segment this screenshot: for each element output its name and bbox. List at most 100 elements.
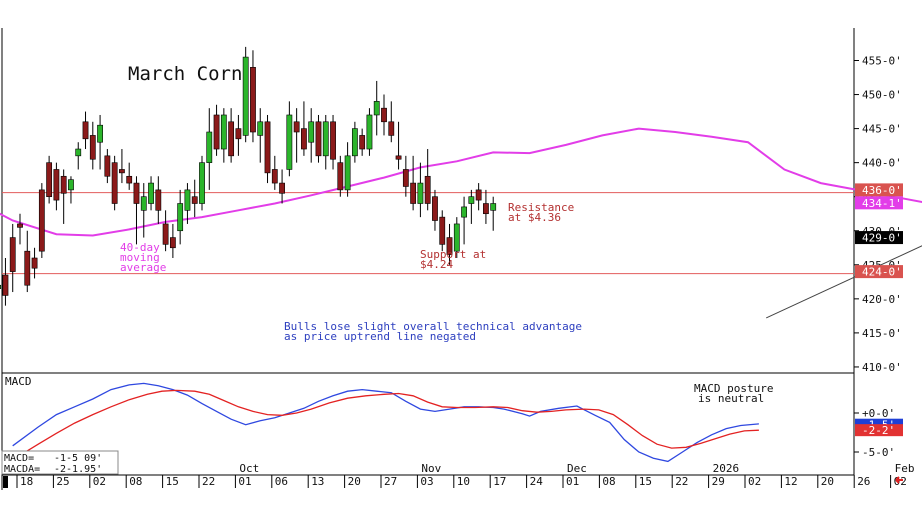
candle-body	[293, 121, 300, 133]
candle-body	[162, 223, 169, 245]
candle-body	[17, 223, 23, 228]
candle-body	[111, 162, 118, 204]
candle-body	[119, 169, 125, 174]
candle-body	[483, 203, 489, 215]
macd-line	[12, 382, 759, 463]
date-tick-label: 22	[675, 475, 688, 488]
price-tag-label: 434-1'	[862, 197, 902, 210]
date-tick-label: 15	[639, 475, 652, 488]
date-tick-label: 01	[566, 475, 579, 488]
date-tick-label: 08	[602, 475, 615, 488]
macd-readout-label: MACD=	[4, 453, 34, 464]
candle-body	[191, 196, 198, 204]
bulls-note-line1: Bulls lose slight overall technical adva…	[284, 320, 582, 333]
month-labels: Oct Nov Dec 2026 Feb	[239, 462, 914, 475]
candle-body	[381, 107, 387, 123]
candle-body	[453, 223, 460, 252]
candle-body	[46, 162, 53, 197]
date-tick-label: 24	[530, 475, 544, 488]
candle-body	[446, 237, 453, 255]
bulls-note-line2: as price uptrend line negated	[284, 330, 476, 343]
macd-tick-label: +0-0'	[862, 407, 895, 420]
month-label: Nov	[421, 462, 441, 475]
candle-body	[301, 128, 307, 150]
date-tick-label: 13	[311, 475, 324, 488]
candle-body	[468, 196, 475, 204]
month-label: Feb	[895, 462, 915, 475]
scroll-start-marker[interactable]	[3, 476, 8, 488]
scroll-right-arrow-icon[interactable]	[895, 476, 903, 484]
macd-tick-label: -5-0'	[862, 446, 895, 459]
candle-body	[31, 257, 38, 269]
candle-body	[424, 175, 431, 204]
candle-body	[97, 124, 103, 143]
candle-body	[220, 114, 227, 150]
date-tick-label: 18	[20, 475, 33, 488]
date-tick-label: 22	[202, 475, 215, 488]
price-tick-label: 420-0'	[862, 293, 902, 306]
candle-body	[133, 182, 140, 204]
month-label: 2026	[713, 462, 740, 475]
candle-body	[148, 182, 154, 204]
candle-body	[330, 121, 336, 160]
price-tag-box	[855, 231, 903, 245]
price-tag-box	[855, 183, 903, 197]
macd-title: MACD	[5, 375, 32, 388]
candle-body	[388, 121, 395, 136]
price-tags: 436-0'434-1' 429-0' 424-0'	[855, 183, 903, 279]
candle-body	[490, 203, 497, 211]
candle-body	[75, 148, 82, 157]
resistance-label-line1: Resistance	[508, 201, 574, 214]
date-axis: 18 25 02 08 15 22 01 06 13 20 27 03 10 17 24 01 08 15 22 29…	[16, 475, 907, 488]
candle-body	[0, 284, 2, 289]
candle-body	[9, 237, 16, 272]
candle-body	[366, 114, 373, 150]
candle-body	[89, 135, 96, 160]
date-tick-label: 17	[493, 475, 506, 488]
candle-body	[432, 196, 438, 221]
macd-note-line1: MACD posture	[694, 382, 773, 395]
price-tag-box	[855, 196, 903, 210]
candle-body	[140, 196, 147, 211]
date-tick-label: 15	[166, 475, 179, 488]
candle-body	[351, 128, 358, 157]
candle-body	[155, 189, 162, 211]
candle-body	[199, 162, 205, 204]
candle-body	[82, 121, 89, 140]
date-tick-label: 03	[420, 475, 433, 488]
price-tag-box	[855, 265, 903, 279]
ma-label-line2: moving	[120, 251, 160, 264]
date-tick-label: 08	[129, 475, 142, 488]
candle-body	[315, 121, 322, 157]
date-tick-label: 20	[348, 475, 361, 488]
candle-body	[177, 203, 184, 232]
macd-tags: -1-5'-2-2'	[855, 418, 903, 437]
macd-axis: +0-0' -5-0'	[854, 407, 895, 459]
candle-body	[439, 216, 446, 245]
price-tick-label: 455-0'	[862, 55, 902, 68]
macd-tag-box	[855, 424, 903, 437]
price-tag-label: 424-0'	[862, 266, 902, 279]
candle-body	[359, 135, 366, 150]
candle-body	[279, 182, 285, 194]
date-tick-label: 26	[857, 475, 870, 488]
ma-label-line3: average	[120, 261, 166, 274]
macda-line	[12, 389, 759, 461]
candle-body	[322, 121, 329, 157]
candle-body	[475, 189, 482, 201]
resistance-label-line2: at $4.36	[508, 211, 561, 224]
date-tick-label: 02	[93, 475, 106, 488]
candle-body	[60, 175, 67, 194]
date-tick-label: 10	[457, 475, 470, 488]
candle-body	[461, 206, 467, 218]
candle-body	[184, 189, 191, 211]
support-label-line2: $4.24	[420, 258, 453, 271]
candle-body	[257, 121, 264, 136]
candle-body	[410, 182, 417, 204]
candle-body	[24, 250, 31, 286]
ma-label-line1: 40-day	[120, 241, 160, 254]
date-tick-label: 25	[56, 475, 69, 488]
candle-body	[417, 182, 424, 204]
price-tick-label: 440-0'	[862, 157, 902, 170]
